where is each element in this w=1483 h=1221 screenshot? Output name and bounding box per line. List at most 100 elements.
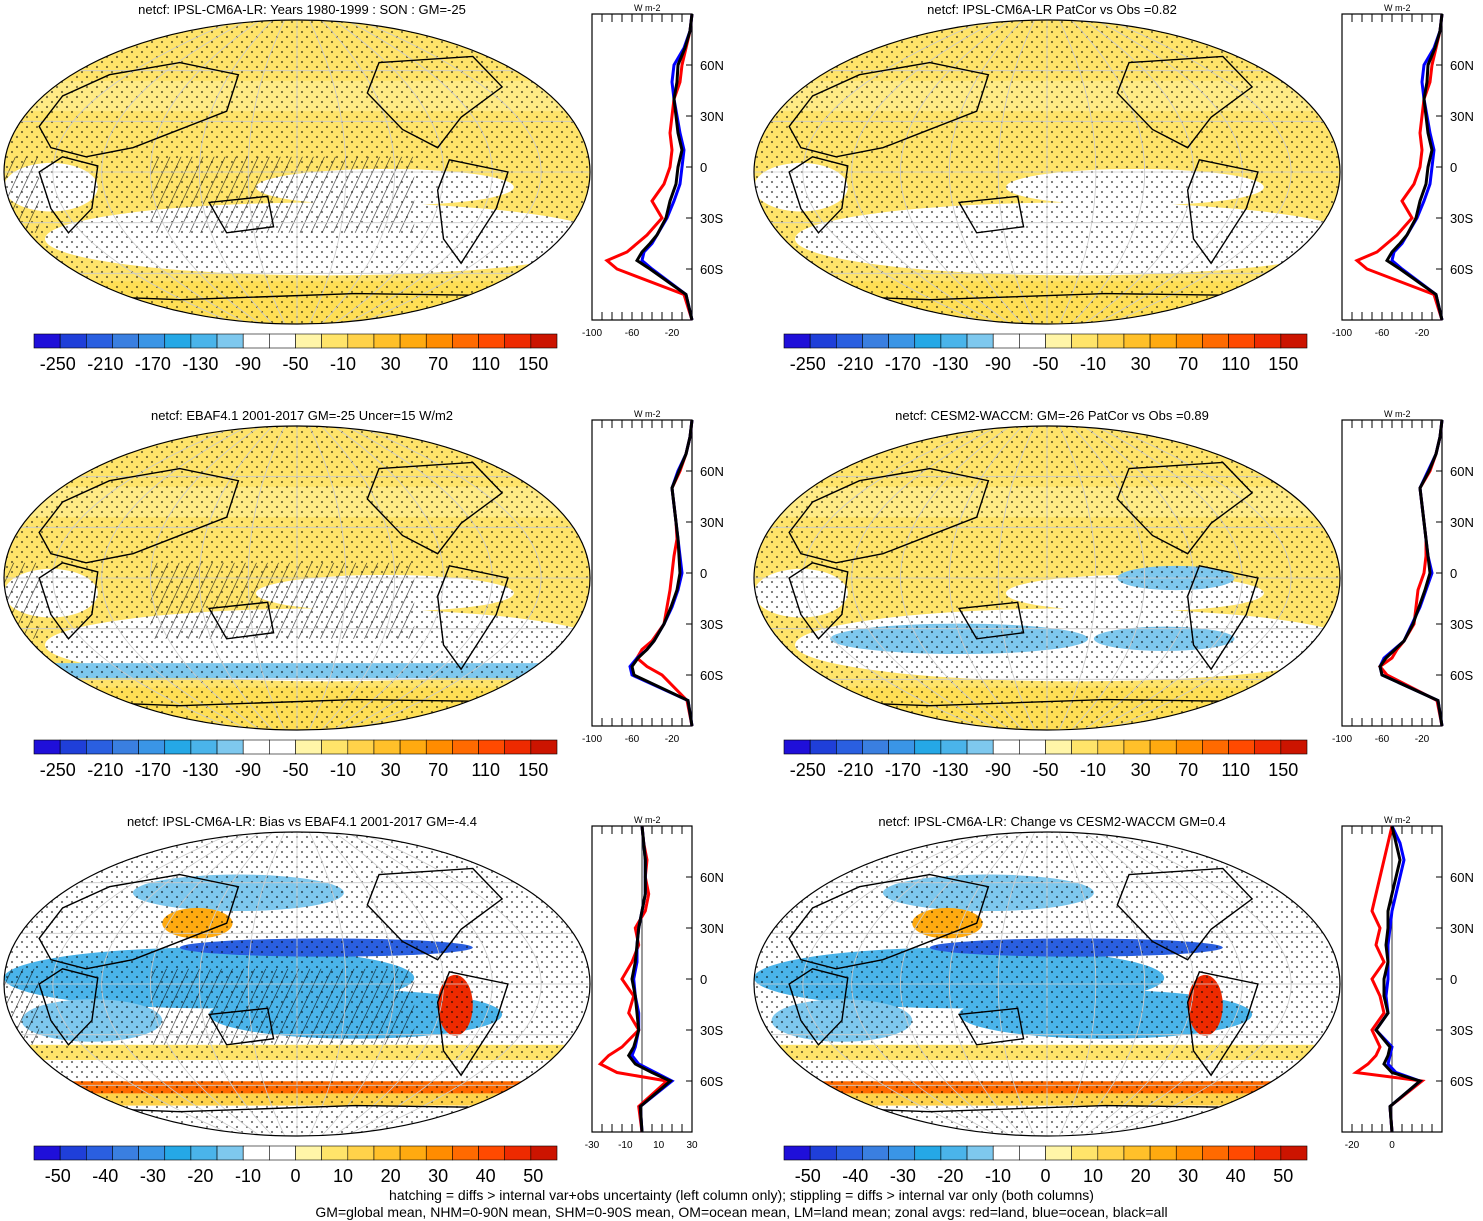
graticule-meridian (948, 832, 1023, 1136)
profile-lat-label: 30S (1450, 1023, 1473, 1038)
colorbar-swatch (86, 333, 113, 349)
profile-unit-label: W m-2 (634, 409, 661, 419)
profile-xtick-label: -20 (1345, 1140, 1360, 1151)
graticule-meridian (308, 832, 347, 1136)
colorbar-tick-label: -210 (837, 354, 873, 374)
colorbar-swatch (1071, 1145, 1099, 1161)
panel-1: netcf: IPSL-CM6A-LR: Years 1980-1999 : S… (3, 2, 724, 374)
panel-2: netcf: IPSL-CM6A-LR PatCor vs Obs =0.82 -… (753, 2, 1474, 374)
profile-xtick-label: -60 (625, 734, 640, 745)
graticule-meridian (802, 832, 987, 1136)
colorbar-tick-label: 30 (1131, 354, 1151, 374)
colorbar-swatch (59, 1145, 87, 1161)
colorbar-swatch (809, 739, 837, 755)
colorbar-tick-label: 20 (381, 1166, 401, 1186)
colorbar-swatch (1202, 333, 1229, 349)
colorbar-swatch (835, 739, 863, 755)
colorbar-swatch (1254, 1145, 1282, 1161)
graticule-meridian (345, 20, 493, 324)
map-field (4, 832, 590, 1136)
continent-north-america-outline (366, 461, 504, 555)
graticule-meridian (345, 426, 493, 730)
graticule-meridian (357, 832, 542, 1136)
graticule-meridian (802, 20, 987, 324)
colorbar-tick-label: 150 (518, 760, 548, 780)
all-zonal-line (634, 13, 694, 321)
graticule-meridian (357, 20, 542, 324)
colorbar-swatch (33, 1145, 61, 1161)
profile-xtick-label: -20 (1415, 328, 1430, 339)
graticule-meridian (1071, 426, 1146, 730)
profile-xtick-label: 0 (1389, 1140, 1395, 1151)
colorbar-tick-label: -10 (235, 1166, 261, 1186)
profile-unit-label: W m-2 (1384, 3, 1411, 13)
colorbar-tick-label: -90 (235, 760, 261, 780)
colorbar-swatch (112, 739, 139, 755)
panel-6: netcf: IPSL-CM6A-LR: Change vs CESM2-WAC… (753, 814, 1474, 1186)
colorbar-tick-label: -90 (985, 354, 1011, 374)
continent-south-america-outline (1186, 159, 1259, 265)
graticule-meridian (150, 832, 261, 1136)
colorbar-swatch (862, 333, 889, 349)
profile-lat-label: 0 (700, 160, 707, 175)
hatching (4, 968, 40, 1045)
all-zonal-line (1378, 419, 1444, 727)
colorbar-tick-label: 40 (1226, 1166, 1246, 1186)
map-border (3, 425, 591, 731)
colorbar-tick-label: 150 (1268, 760, 1298, 780)
profile-lat-label: 30S (700, 211, 723, 226)
colorbar-swatch (1123, 1145, 1151, 1161)
profile-lat-label: 60N (1450, 870, 1474, 885)
map-field (4, 426, 590, 730)
colorbar-swatch (530, 739, 558, 755)
map-border (753, 425, 1341, 731)
profile-lat-label: 60N (700, 464, 724, 479)
colorbar-tick-label: -30 (890, 1166, 916, 1186)
hatching (4, 562, 40, 639)
colorbar-tick-label: -210 (87, 760, 123, 780)
colorbar-tick-label: 0 (1040, 1166, 1050, 1186)
profile-lat-label: 60S (700, 668, 723, 683)
colorbar-swatch (914, 1145, 942, 1161)
colorbar-swatch (190, 739, 218, 755)
colorbar-tick-label: 70 (428, 354, 448, 374)
colorbar-swatch (452, 739, 479, 755)
graticule-meridian (198, 832, 273, 1136)
colorbar-swatch (1228, 739, 1256, 755)
colorbar-tick-label: -10 (1080, 354, 1106, 374)
panel-title: netcf: EBAF4.1 2001-2017 GM=-25 Uncer=15… (151, 408, 453, 423)
graticule-meridian (52, 20, 237, 324)
continent-africa-outline (38, 156, 99, 234)
map-border (753, 831, 1341, 1137)
colorbar-tick-label: -10 (330, 354, 356, 374)
footer-line-2: GM=global mean, NHM=0-90N mean, SHM=0-90… (315, 1204, 1168, 1220)
colorbar-swatch (1071, 739, 1099, 755)
colorbar-swatch (914, 739, 942, 755)
colorbar-tick-label: 10 (333, 1166, 353, 1186)
profile-xtick-label: -10 (618, 1140, 633, 1151)
colorbar-swatch (425, 1145, 453, 1161)
graticule-meridian (900, 20, 1011, 324)
colorbar-tick-label: 40 (476, 1166, 496, 1186)
colorbar-swatch (1019, 1145, 1046, 1161)
colorbar-tick-label: 50 (1273, 1166, 1293, 1186)
colorbar-swatch (835, 1145, 863, 1161)
profile-lat-label: 0 (1450, 566, 1457, 581)
profile-xtick-label: -100 (582, 734, 602, 745)
continent-south-america-outline (436, 565, 509, 671)
profile-lat-label: 30S (700, 617, 723, 632)
hatching (150, 156, 415, 233)
graticule-meridian (308, 426, 347, 730)
colorbar-swatch (992, 739, 1020, 755)
hatching (4, 156, 40, 233)
colorbar-tick-label: 70 (1178, 354, 1198, 374)
profile-lat-label: 30N (700, 109, 724, 124)
colorbar-swatch (86, 1145, 113, 1161)
colorbar-swatch (399, 739, 427, 755)
colorbar-swatch (242, 333, 270, 349)
graticule-meridian (948, 20, 1023, 324)
map-border (3, 831, 591, 1137)
colorbar-swatch (216, 1145, 244, 1161)
colorbar-swatch (373, 739, 401, 755)
